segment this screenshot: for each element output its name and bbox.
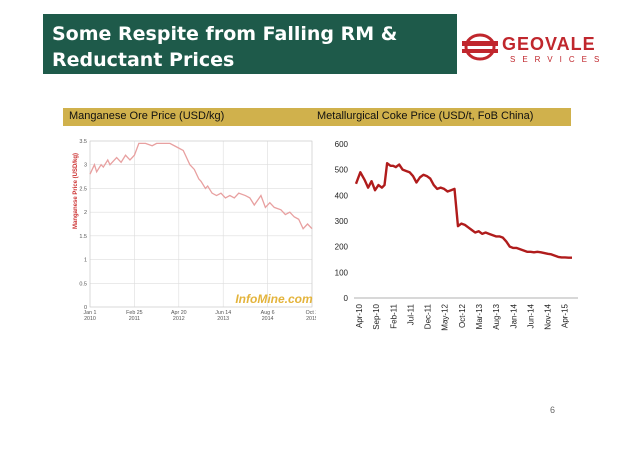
manganese-x-tick-label: Jan 1 (84, 310, 97, 316)
coke-price-line (354, 162, 572, 259)
manganese-x-tick-label: 2011 (129, 316, 140, 322)
slide-title-box: Some Respite from Falling RM & Reductant… (43, 14, 457, 74)
manganese-y-tick-label: 3.5 (79, 139, 87, 145)
page-number: 6 (550, 405, 556, 415)
coke-x-tick-label: Dec-11 (424, 303, 433, 329)
chart-header-bar: Manganese Ore Price (USD/kg) Metallurgic… (63, 108, 571, 126)
logo-name: GEOVALE (502, 34, 596, 54)
coke-x-tick-label: Oct-12 (458, 303, 467, 328)
manganese-y-tick-label: 1.5 (79, 234, 87, 240)
manganese-x-tick-label: 2015 (306, 316, 316, 322)
manganese-y-tick-label: 2 (84, 210, 87, 216)
slide-title-line2: Reductant Prices (52, 49, 235, 71)
manganese-y-tick-label: 0 (84, 305, 87, 311)
manganese-chart-header: Manganese Ore Price (USD/kg) (69, 110, 225, 122)
manganese-x-tick-label: 2013 (217, 316, 229, 322)
coke-chart-header: Metallurgical Coke Price (USD/t, FoB Chi… (317, 110, 534, 122)
coke-y-tick-label: 400 (335, 191, 349, 200)
coke-y-tick-label: 300 (335, 217, 349, 226)
manganese-x-tick-label: 2012 (173, 316, 185, 322)
manganese-grid (89, 140, 313, 308)
manganese-x-tick-label: Oct 2 (306, 310, 316, 316)
manganese-x-tick-label: Feb 25 (126, 310, 143, 316)
manganese-y-tick-label: 1 (84, 258, 87, 264)
coke-x-tick-label: Feb-11 (389, 303, 398, 328)
manganese-y-axis-label: Manganese Price (USD/kg) (73, 153, 79, 229)
coke-price-chart: 0 100 200 300 400 500 600 Apr-10 Sep-10 Feb-11 Ju… (335, 140, 578, 331)
coke-y-ticks: 0 100 200 300 400 500 600 (335, 140, 349, 303)
manganese-x-tick-label: Jun 14 (215, 310, 231, 316)
coke-x-tick-label: Mar-13 (475, 303, 484, 329)
coke-x-tick-label: May-12 (441, 303, 450, 330)
manganese-y-tick-label: 2.5 (79, 186, 87, 192)
coke-y-tick-label: 100 (335, 268, 349, 277)
infomine-watermark: InfoMine.com (235, 292, 313, 306)
coke-x-tick-label: Jul-11 (406, 303, 415, 325)
coke-x-tick-label: Aug-13 (492, 303, 501, 329)
coke-x-tick-label: Jan-14 (509, 303, 518, 328)
manganese-x-tick-label: 2010 (84, 316, 96, 322)
slide-title-line1: Some Respite from Falling RM & (52, 23, 398, 45)
geovale-globe-icon (462, 33, 498, 61)
coke-y-tick-label: 0 (344, 294, 349, 303)
coke-x-tick-label: Nov-14 (544, 303, 553, 329)
coke-x-tick-label: Apr-10 (355, 303, 364, 328)
coke-y-tick-label: 200 (335, 243, 349, 252)
manganese-x-tick-label: 2014 (262, 316, 274, 322)
coke-y-tick-label: 500 (335, 166, 349, 175)
manganese-y-tick-label: 3 (84, 163, 87, 169)
coke-x-tick-label: Sep-10 (372, 303, 381, 329)
logo-tagline: SERVICES (510, 55, 606, 64)
coke-x-tick-label: Apr-15 (561, 303, 570, 328)
coke-y-tick-label: 600 (335, 140, 349, 149)
manganese-x-tick-label: Aug 6 (261, 310, 275, 316)
manganese-x-tick-label: Apr 20 (171, 310, 187, 316)
geovale-logo: GEOVALE SERVICES (462, 33, 606, 64)
manganese-y-tick-label: 0.5 (79, 281, 87, 287)
manganese-price-line (89, 142, 313, 230)
manganese-y-ticks: 0 0.5 1 1.5 2 2.5 3 3.5 (79, 139, 87, 311)
coke-x-tick-label: Jun-14 (526, 303, 535, 328)
coke-x-ticks: Apr-10 Sep-10 Feb-11 Jul-11 Dec-11 May-12 Oct-… (355, 303, 570, 330)
manganese-plot-frame (89, 140, 313, 308)
